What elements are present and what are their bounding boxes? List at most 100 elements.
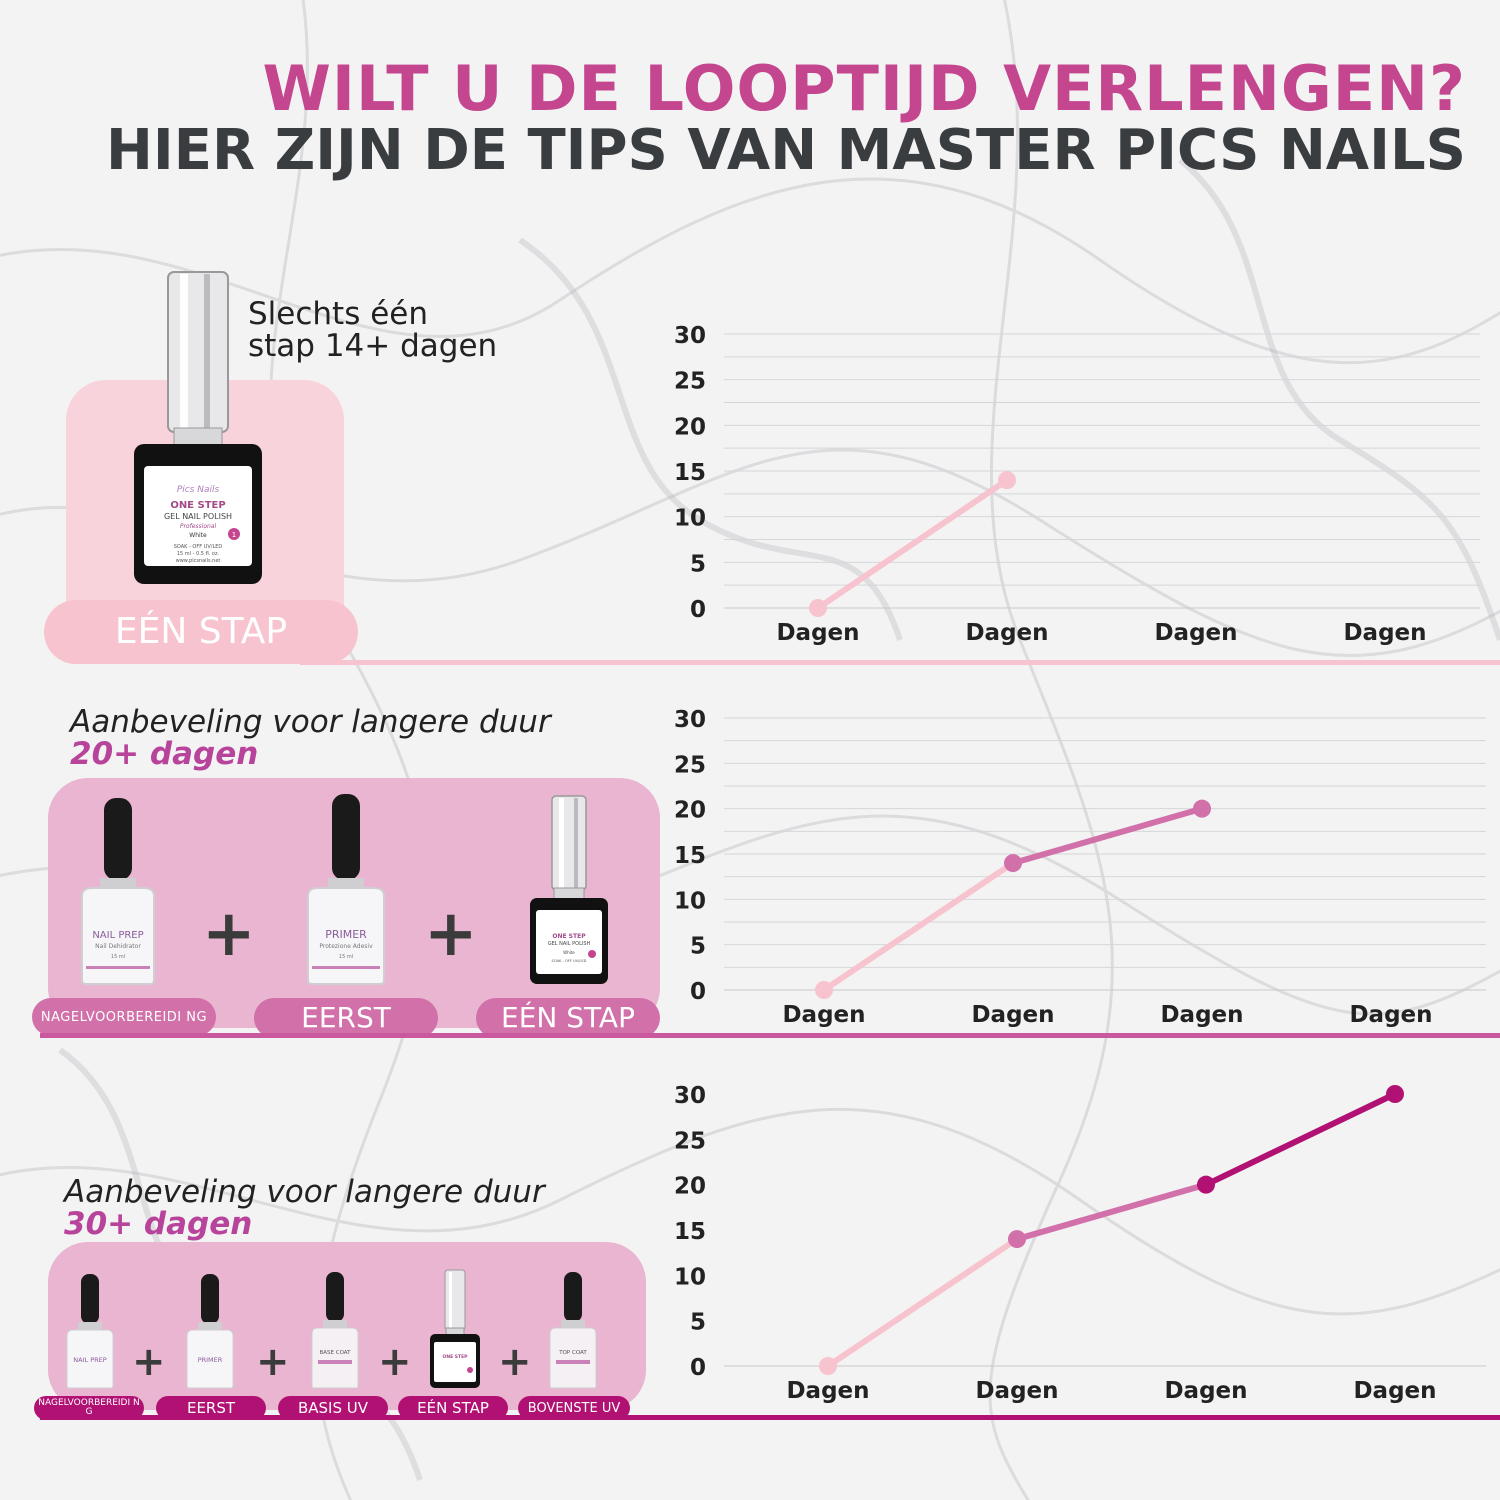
plus-sign-3: + — [132, 1339, 166, 1385]
y-tick-label: 0 — [690, 1355, 706, 1381]
plus-sign-4: + — [256, 1339, 290, 1385]
series-line-segment — [1203, 1091, 1398, 1188]
bottle-label-shade: White — [189, 532, 207, 539]
nail-prep-label-title: NAIL PREP — [92, 930, 143, 941]
nail-prep-bottle-icon: NAIL PREP Nail Dehidrator 15 ml — [81, 798, 155, 985]
series-line-segment — [1014, 1181, 1209, 1243]
one-step-small-label-title: ONE STEP — [552, 933, 586, 940]
y-tick-label: 20 — [674, 1174, 706, 1200]
pill-nagelvoorbereiding: NAGELVOORBEREIDI NG — [32, 998, 216, 1036]
chart-14-days: 0 5 10 15 20 25 30 Dagen Dagen Dagen Dagen — [674, 323, 1480, 646]
bottle-label-brand: Pics Nails — [177, 485, 220, 495]
base-coat-small-label: BASE COAT — [319, 1350, 351, 1356]
data-point — [815, 981, 833, 999]
base-coat-bottle-icon: BASE COAT — [311, 1272, 359, 1389]
y-tick-label: 10 — [674, 888, 706, 914]
x-tick-label: Dagen — [1164, 1378, 1247, 1404]
y-tick-label: 10 — [674, 506, 706, 532]
x-tick-label: Dagen — [786, 1378, 869, 1404]
section2-caption: Aanbeveling voor langere duur — [70, 704, 551, 740]
y-tick-label: 15 — [674, 843, 706, 869]
plus-sign-1: + — [202, 897, 256, 971]
one-step-small-label-shade: White — [563, 950, 575, 955]
series-line-segment — [815, 477, 1010, 611]
top-coat-small-label: TOP COAT — [558, 1350, 587, 1356]
one-step-black-bottle-icon: ONE STEP — [430, 1269, 480, 1388]
main-title: WILT U DE LOOPTIJD VERLENGEN? — [262, 52, 1466, 125]
nail-prep-small-label: NAIL PREP — [73, 1356, 106, 1364]
y-tick-label: 10 — [674, 1264, 706, 1290]
bottle-label-number: 1 — [232, 531, 236, 539]
data-point — [1386, 1085, 1404, 1103]
plus-sign-2: + — [424, 897, 478, 971]
data-point — [1197, 1175, 1215, 1194]
bottle-label-site: www.picsnails.net — [176, 558, 221, 564]
y-tick-label: 30 — [674, 707, 706, 733]
y-tick-label: 25 — [674, 1128, 706, 1154]
y-tick-label: 0 — [690, 979, 706, 1005]
x-tick-label: Dagen — [965, 620, 1048, 646]
x-tick-label: Dagen — [1343, 620, 1426, 646]
primer-label-sub: Protezione Adesiv — [319, 943, 373, 950]
y-tick-label: 15 — [674, 1219, 706, 1245]
divider-1 — [300, 660, 1500, 665]
series-line-segment — [821, 860, 1016, 993]
nail-prep-bottle-icon: NAIL PREP — [66, 1274, 114, 1389]
x-tick-label: Dagen — [1349, 1002, 1432, 1028]
primer-bottle-icon: PRIMER Protezione Adesiv 15 ml — [307, 794, 385, 985]
one-step-tiny-label: ONE STEP — [443, 1354, 469, 1360]
top-coat-bottle-icon: TOP COAT — [549, 1272, 597, 1389]
y-tick-label: 5 — [690, 1310, 706, 1336]
y-tick-label: 20 — [674, 414, 706, 440]
section1-caption-line2: stap 14+ dagen — [248, 328, 498, 364]
bottle-label-sub: GEL NAIL POLISH — [164, 512, 232, 521]
plus-sign-6: + — [498, 1339, 532, 1385]
chart-20-days: 0 5 10 15 20 25 30 Dagen Dagen Dagen Dagen — [674, 707, 1486, 1028]
one-step-black-bottle-icon: ONE STEP GEL NAIL POLISH White SOAK - OF… — [530, 795, 608, 984]
data-point — [998, 471, 1016, 490]
section3-duration: 30+ dagen — [64, 1206, 253, 1242]
primer-label-size: 15 ml — [339, 954, 353, 960]
x-tick-label: Dagen — [1353, 1378, 1436, 1404]
y-tick-label: 30 — [674, 323, 706, 349]
primer-bottle-icon: PRIMER — [186, 1274, 234, 1389]
section2-duration: 20+ dagen — [70, 736, 259, 772]
bottle-label-title: ONE STEP — [170, 500, 225, 511]
pill-een-stap: EÉN STAP — [44, 600, 358, 664]
series-line-segment — [1010, 805, 1205, 867]
section3-caption: Aanbeveling voor langere duur — [64, 1174, 545, 1210]
y-tick-label: 25 — [674, 752, 706, 778]
divider-2 — [40, 1033, 1500, 1038]
x-tick-label: Dagen — [1154, 620, 1237, 646]
one-step-small-label-note: SOAK - OFF UV/LED — [552, 959, 587, 963]
x-tick-label: Dagen — [971, 1002, 1054, 1028]
one-step-small-label-sub: GEL NAIL POLISH — [548, 941, 591, 947]
pill-een-stap-2: EÉN STAP — [476, 998, 660, 1038]
data-point — [1004, 854, 1022, 873]
one-step-black-bottle-icon: ONE STEP GEL NAIL POLISH Professional Wh… — [134, 271, 262, 584]
series-line-segment — [825, 1236, 1020, 1369]
plus-sign-5: + — [378, 1339, 412, 1385]
y-tick-label: 5 — [690, 934, 706, 960]
x-tick-label: Dagen — [776, 620, 859, 646]
chart-30-days: 0 5 10 15 20 25 30 Dagen Dagen Dagen Dagen — [674, 1083, 1486, 1404]
bottle-label-note: SOAK - OFF UV/LED — [174, 544, 223, 550]
bottle-label-size: 15 ml - 0.5 fl. oz. — [177, 551, 220, 557]
data-point — [809, 599, 827, 617]
bottle-label-tag: Professional — [180, 523, 217, 530]
data-point — [1008, 1230, 1026, 1249]
primer-label-title: PRIMER — [325, 928, 367, 941]
section1-caption-line1: Slechts één — [248, 296, 429, 332]
divider-3 — [40, 1415, 1500, 1420]
x-tick-label: Dagen — [975, 1378, 1058, 1404]
nail-prep-label-sub: Nail Dehidrator — [95, 943, 141, 950]
pill-eerst: EERST — [254, 998, 438, 1038]
data-point — [819, 1357, 837, 1375]
y-tick-label: 20 — [674, 798, 706, 824]
y-tick-label: 25 — [674, 369, 706, 395]
y-tick-label: 5 — [690, 551, 706, 577]
sub-title: HIER ZIJN DE TIPS VAN MASTER PICS NAILS — [106, 118, 1466, 183]
nail-prep-label-size: 15 ml — [111, 954, 125, 960]
data-point — [1193, 799, 1211, 818]
primer-small-label: PRIMER — [198, 1356, 223, 1364]
